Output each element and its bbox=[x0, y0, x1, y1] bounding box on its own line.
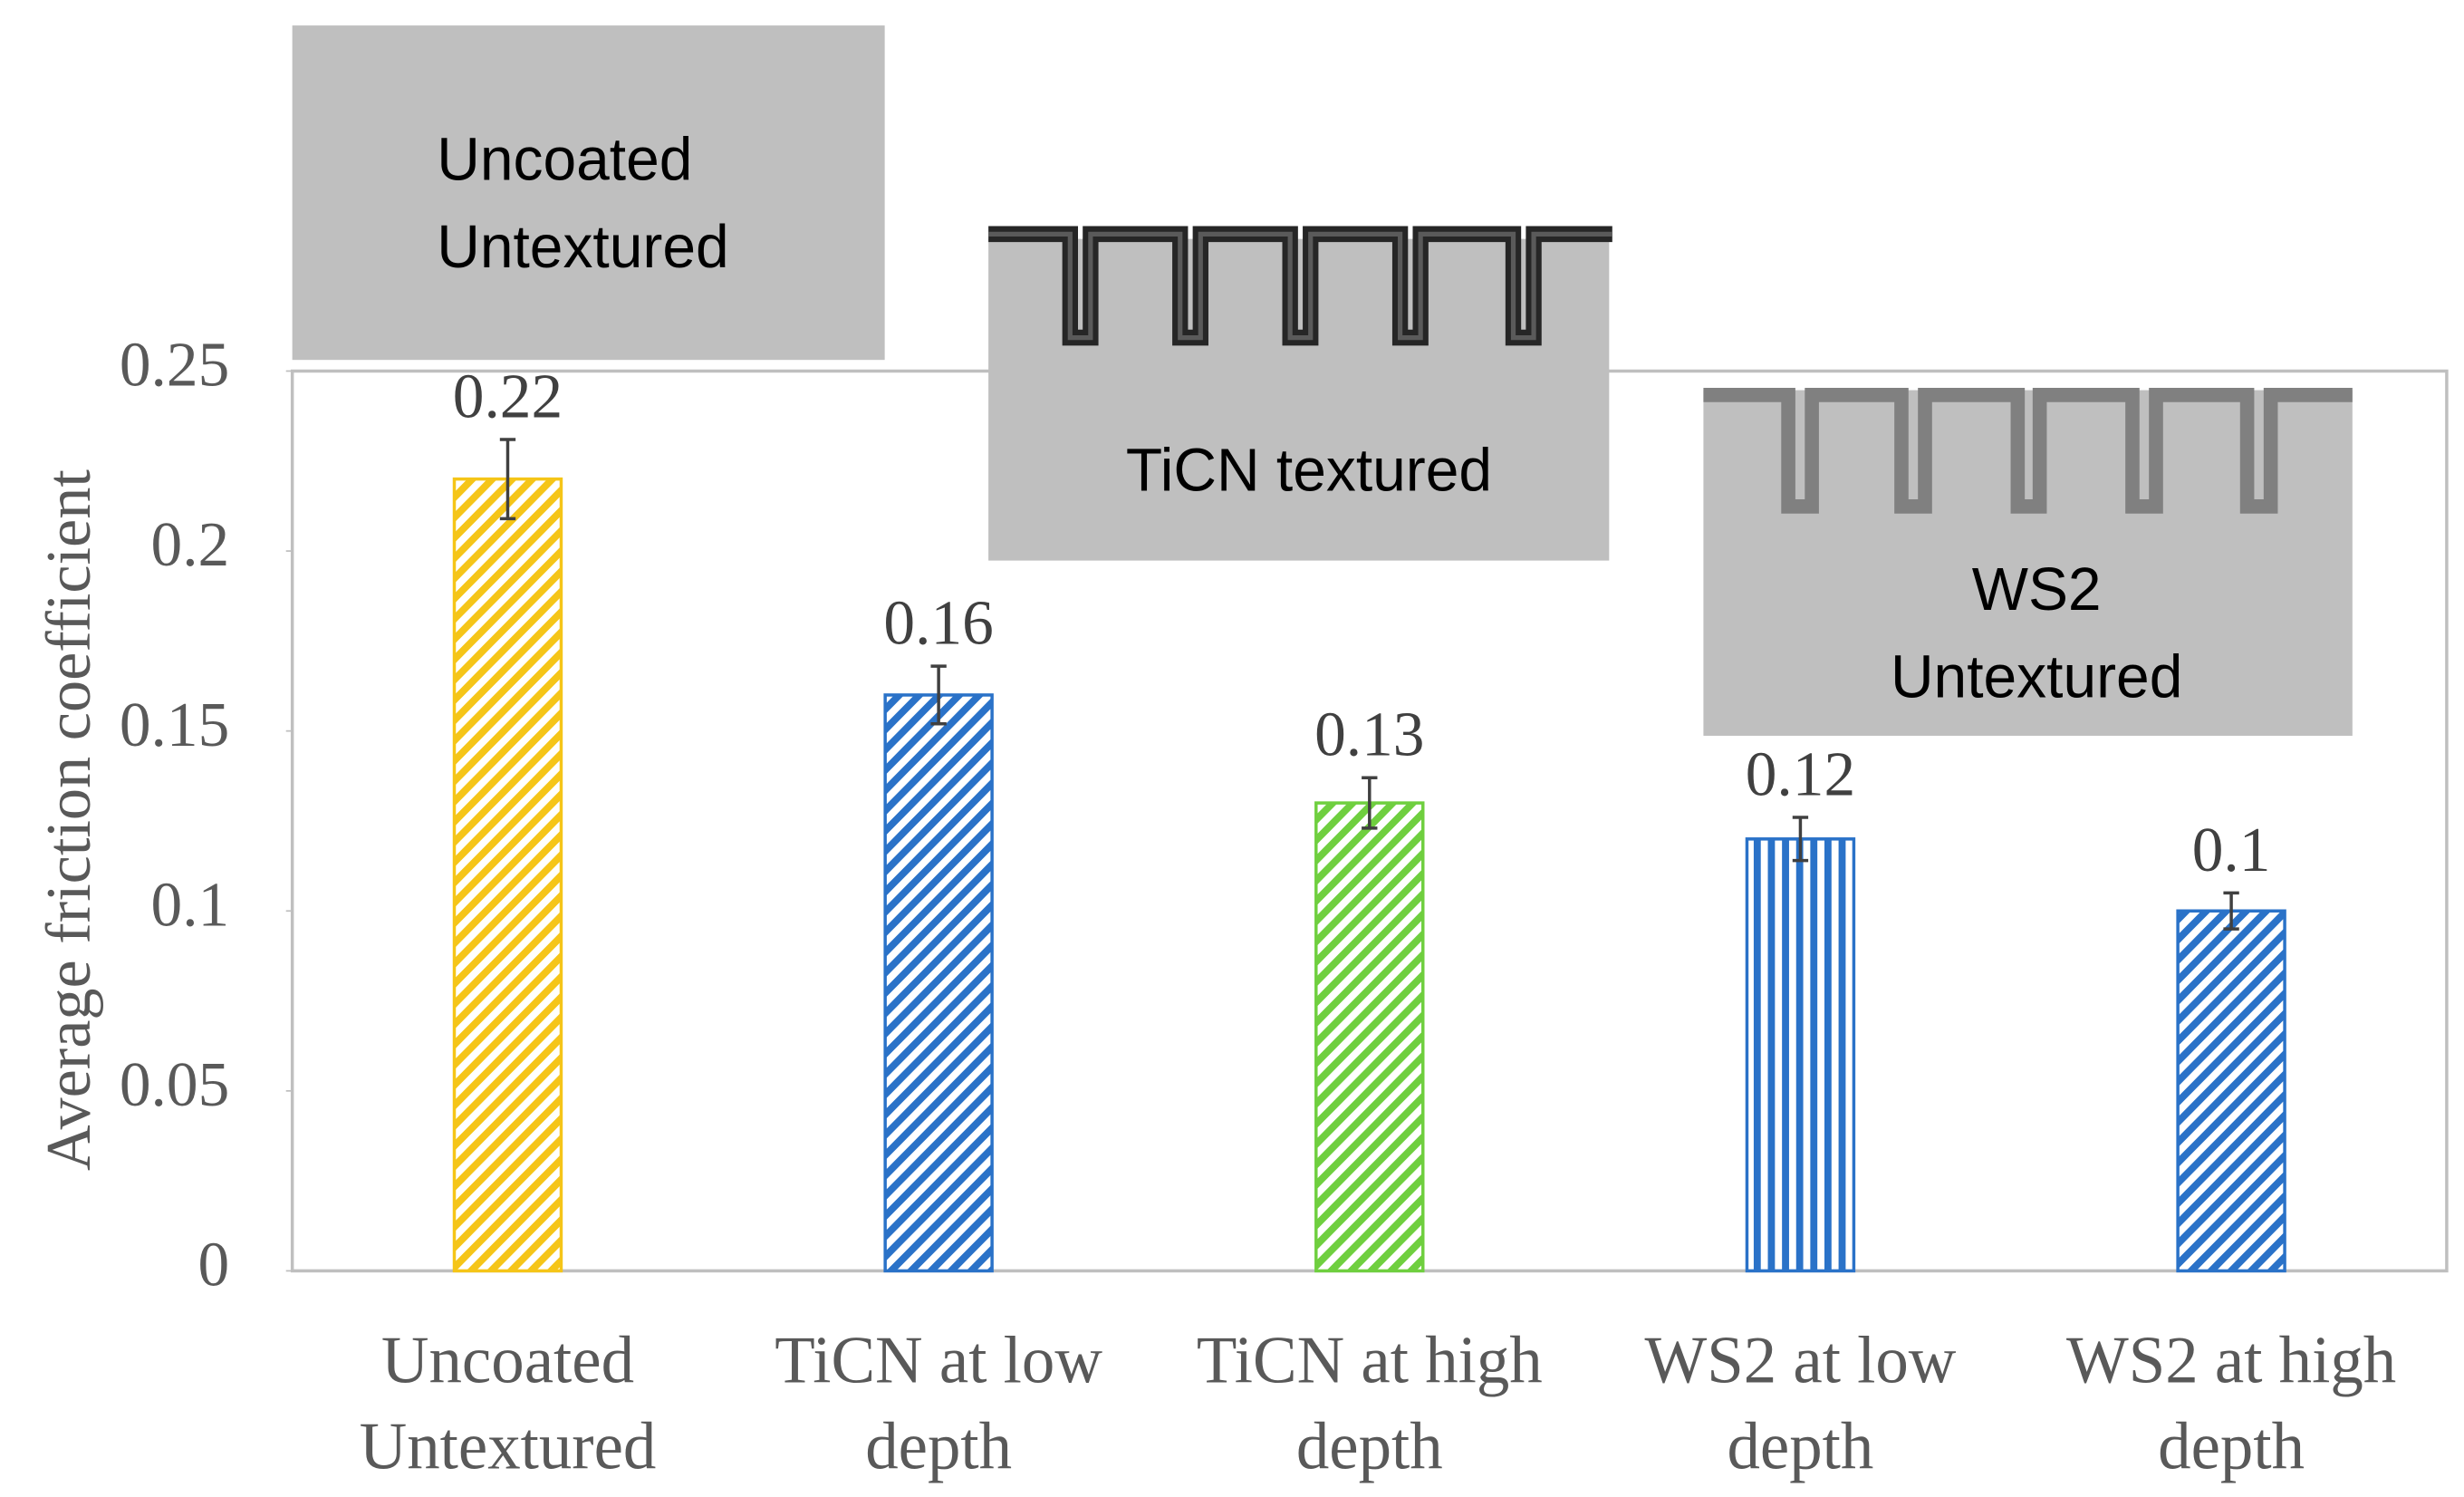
value-label: 0.13 bbox=[1314, 700, 1424, 770]
y-tick-label: 0 bbox=[198, 1230, 230, 1300]
x-tick-label: TiCN at low depth bbox=[775, 1323, 1102, 1483]
annotation-text: TiCN textured bbox=[1126, 437, 1492, 504]
bar bbox=[1745, 837, 1856, 1273]
y-tick-label: 0.25 bbox=[120, 330, 229, 401]
bar bbox=[452, 477, 563, 1273]
value-label: 0.16 bbox=[883, 588, 993, 659]
bar bbox=[2176, 909, 2286, 1273]
annotation-box bbox=[292, 25, 885, 361]
y-tick-label: 0.15 bbox=[120, 690, 229, 760]
bar bbox=[1314, 801, 1425, 1273]
y-axis-label: Average friction coefficient bbox=[35, 469, 104, 1171]
annotation-text: WS2 Untextured bbox=[1891, 556, 2182, 711]
value-label: 0.12 bbox=[1746, 739, 1855, 810]
error-bar bbox=[2223, 891, 2239, 931]
value-label: 0.1 bbox=[2192, 815, 2271, 885]
y-tick-label: 0.05 bbox=[120, 1050, 229, 1121]
y-tick-label: 0.2 bbox=[151, 510, 230, 581]
error-bar bbox=[1362, 776, 1378, 830]
error-bar bbox=[499, 438, 516, 521]
x-tick-label: WS2 at high depth bbox=[2066, 1323, 2396, 1483]
x-tick-label: TiCN at high depth bbox=[1197, 1323, 1543, 1483]
x-tick-label: WS2 at low depth bbox=[1644, 1323, 1956, 1483]
annotation-text: Uncoated Untextured bbox=[437, 126, 728, 281]
texture-profile-inner bbox=[988, 231, 1612, 341]
bar bbox=[883, 693, 994, 1273]
error-bar bbox=[1792, 816, 1809, 863]
value-label: 0.22 bbox=[453, 362, 563, 432]
error-bar bbox=[930, 664, 947, 726]
texture-profile bbox=[1703, 387, 2353, 514]
x-tick-label: Uncoated Untextured bbox=[360, 1323, 657, 1483]
y-tick-label: 0.1 bbox=[151, 870, 230, 941]
